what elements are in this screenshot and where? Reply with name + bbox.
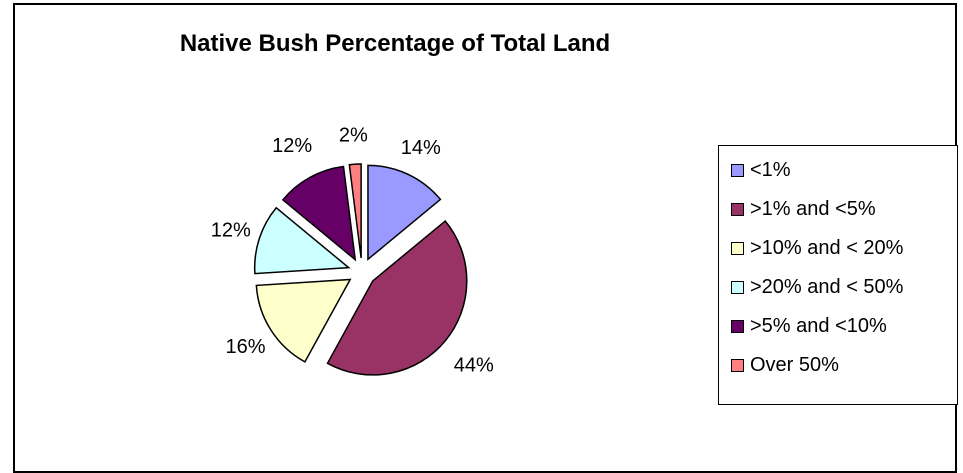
legend-label: >20% and < 50%: [750, 275, 904, 298]
legend-entry: <1%: [731, 158, 791, 182]
legend-swatch: [731, 319, 744, 333]
chart-title: Native Bush Percentage of Total Land: [179, 30, 611, 57]
pie-slice: [367, 164, 442, 261]
legend-entry: >1% and <5%: [731, 197, 876, 221]
legend-entry: >10% and < 20%: [731, 236, 903, 260]
legend-label: >1% and <5%: [750, 197, 876, 220]
pie-slice: [253, 206, 351, 275]
legend-entry: >20% and < 50%: [731, 275, 903, 299]
legend-label: >5% and <10%: [750, 314, 887, 337]
legend-swatch: [731, 358, 744, 372]
legend-swatch: [731, 280, 744, 294]
legend-swatch: [731, 163, 744, 177]
data-label: 16%: [225, 336, 265, 358]
legend-label: Over 50%: [750, 353, 839, 376]
legend-entry: >5% and <10%: [731, 314, 887, 338]
legend: <1% >1% and <5% >10% and < 20% >20% and < 5…: [718, 145, 958, 405]
data-label: 2%: [339, 124, 368, 146]
data-label: 14%: [401, 137, 441, 159]
legend-swatch: [731, 202, 744, 216]
legend-entry: Over 50%: [731, 353, 839, 377]
legend-label: <1%: [750, 158, 791, 181]
legend-label: >10% and < 20%: [750, 236, 904, 259]
data-label: 12%: [272, 135, 312, 157]
pie-slice: [281, 165, 357, 262]
data-label: 12%: [211, 219, 251, 241]
legend-swatch: [731, 241, 744, 255]
pie-slice: [255, 278, 352, 363]
pie-slice: [348, 163, 362, 259]
data-label: 44%: [454, 354, 494, 376]
pie-slice: [326, 219, 468, 376]
